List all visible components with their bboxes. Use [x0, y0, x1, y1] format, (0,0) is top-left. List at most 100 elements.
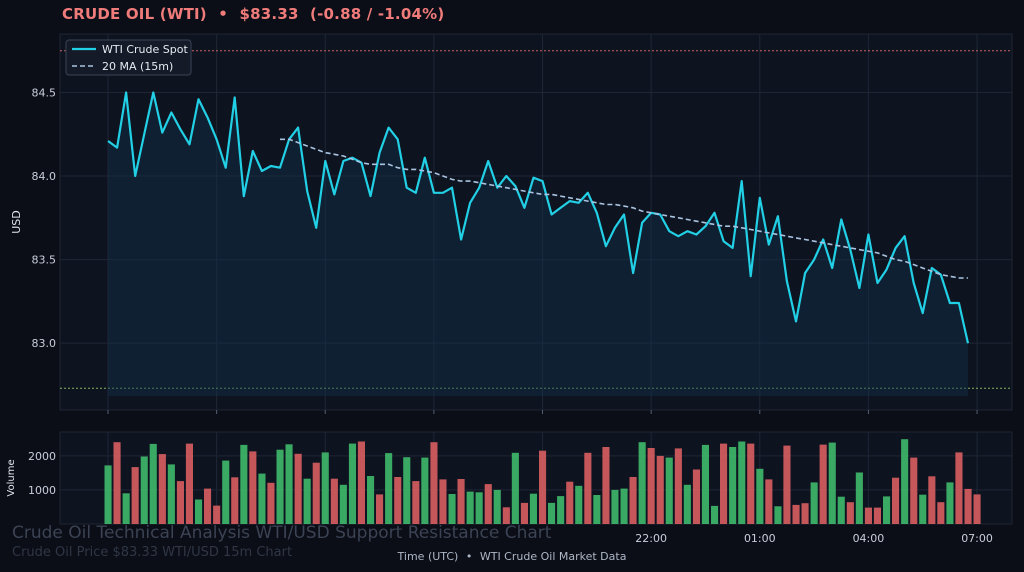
volume-bar: [539, 450, 547, 524]
volume-bar: [303, 478, 311, 524]
volume-bar: [647, 448, 655, 524]
volume-bar: [339, 484, 347, 524]
volume-bar: [656, 455, 664, 524]
x-tick-label: 22:00: [635, 532, 667, 545]
volume-bar: [176, 481, 184, 524]
volume-bar: [113, 442, 121, 524]
volume-bar: [285, 444, 293, 524]
volume-y-tick-label: 1000: [28, 484, 56, 497]
volume-bar: [195, 499, 203, 524]
volume-bar: [602, 447, 610, 524]
volume-bar: [792, 504, 800, 524]
chart-header: CRUDE OIL (WTI) • $83.33 (-0.88 / -1.04%…: [62, 5, 444, 23]
y-axis-label: USD: [10, 210, 23, 234]
volume-bar: [185, 443, 193, 524]
x-axis-footer: Time (UTC) • WTI Crude Oil Market Data: [0, 550, 1024, 563]
volume-bar: [167, 464, 175, 524]
volume-bar: [883, 496, 891, 524]
instrument-label: CRUDE OIL (WTI): [62, 5, 207, 23]
volume-bar: [846, 502, 854, 524]
volume-bar: [774, 506, 782, 524]
volume-bar: [738, 441, 746, 524]
footer-separator: •: [465, 550, 473, 563]
volume-bar: [674, 448, 682, 524]
legend: WTI Crude Spot 20 MA (15m): [65, 39, 192, 76]
x-tick-label: 01:00: [744, 532, 776, 545]
volume-bar: [692, 469, 700, 524]
volume-bar: [294, 453, 302, 524]
volume-bar: [611, 489, 619, 524]
volume-bar: [711, 505, 719, 524]
volume-bar: [231, 477, 239, 524]
y-tick-label: 83.5: [32, 254, 57, 267]
volume-bar: [122, 493, 130, 524]
volume-bar: [267, 482, 275, 524]
volume-bar: [394, 477, 402, 524]
volume-bar: [683, 484, 691, 524]
volume-bar: [367, 476, 375, 524]
volume-bar: [729, 447, 737, 524]
volume-bar: [964, 488, 972, 524]
volume-bar: [955, 452, 963, 524]
volume-bar: [593, 495, 601, 524]
volume-bar: [312, 462, 320, 524]
volume-bar: [502, 507, 510, 524]
volume-bar: [819, 444, 827, 524]
watermark-title: Crude Oil Technical Analysis WTI/USD Sup…: [12, 523, 552, 543]
y-tick-label: 83.0: [32, 337, 57, 350]
volume-bar: [493, 489, 501, 524]
volume-bar: [448, 494, 456, 524]
volume-bar: [584, 452, 592, 524]
volume-bar: [258, 473, 266, 524]
volume-bar: [801, 503, 809, 524]
price-panel: 83.0 83.5 84.0 84.5 USD WTI Crude Spot 20 MA (…: [10, 33, 1013, 414]
volume-bar: [937, 502, 945, 524]
volume-bar: [557, 496, 565, 524]
volume-bar: [484, 484, 492, 524]
volume-bar: [855, 472, 863, 524]
volume-bar: [873, 507, 881, 524]
volume-bar: [629, 477, 637, 524]
header-separator: •: [218, 5, 229, 23]
volume-bar: [783, 445, 791, 524]
volume-bar: [430, 442, 438, 524]
volume-bar: [249, 451, 257, 524]
volume-bar: [321, 452, 329, 524]
volume-bar: [511, 452, 519, 524]
volume-bar: [919, 494, 927, 524]
volume-bar: [638, 442, 646, 524]
volume-bar: [131, 467, 139, 524]
volume-bar: [756, 468, 764, 524]
volume-bar: [575, 485, 583, 524]
legend-box: [65, 39, 192, 76]
volume-bar: [204, 488, 212, 524]
volume-bar: [620, 488, 628, 524]
volume-bar: [240, 444, 248, 524]
watermark-subtitle: Crude Oil Price $83.33 WTI/USD 15m Chart: [12, 545, 293, 560]
volume-bar: [403, 457, 411, 524]
volume-bar: [548, 502, 556, 524]
price-change: (-0.88 / -1.04%): [310, 5, 445, 23]
volume-bar: [529, 493, 537, 524]
volume-bar: [376, 494, 384, 524]
volume-bar: [828, 442, 836, 524]
volume-bar: [421, 457, 429, 524]
volume-bar: [330, 478, 338, 524]
volume-bar: [439, 479, 447, 524]
y-tick-label: 84.5: [32, 86, 57, 99]
x-axis-label: Time (UTC): [397, 550, 459, 563]
y-tick-label: 84.0: [32, 170, 57, 183]
volume-bar: [810, 482, 818, 524]
price-area-fill: [108, 92, 968, 396]
volume-bar: [566, 481, 574, 524]
price-value: $83.33: [239, 5, 299, 23]
x-tick-label: 04:00: [853, 532, 885, 545]
volume-bar: [928, 476, 936, 524]
volume-bar: [140, 456, 148, 524]
volume-bar: [910, 457, 918, 524]
volume-bar: [412, 481, 420, 524]
volume-bar: [901, 439, 909, 524]
volume-bar: [973, 494, 981, 524]
volume-bar: [276, 449, 284, 524]
